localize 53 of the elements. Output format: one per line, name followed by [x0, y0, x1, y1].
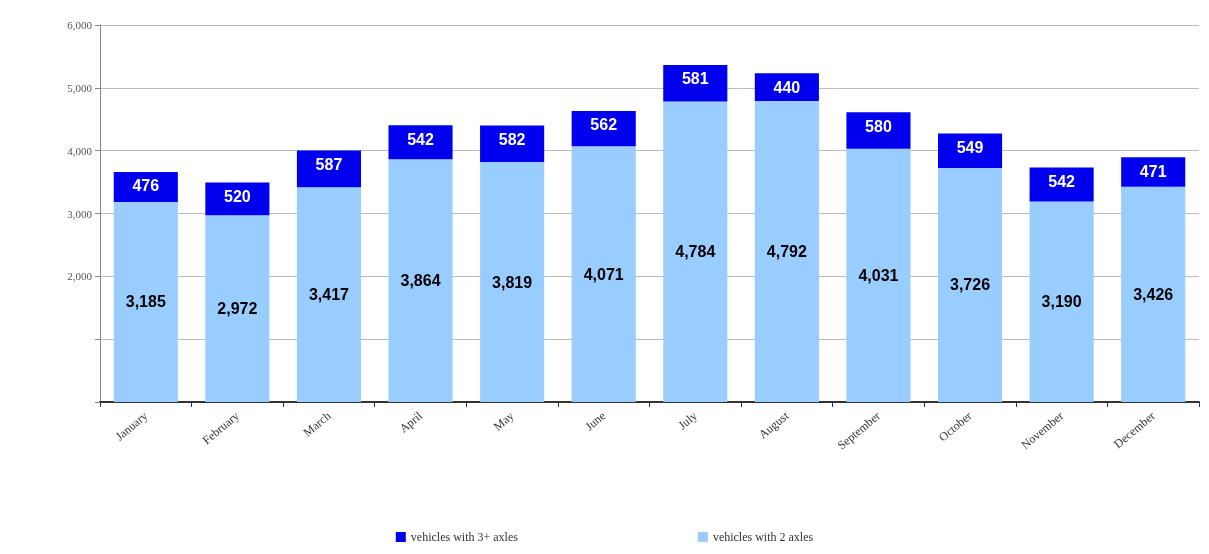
- y-tick-label: 2,000: [67, 270, 93, 283]
- data-label: 3,185: [125, 293, 166, 311]
- data-label: 3,426: [1133, 285, 1174, 303]
- bar: [1029, 167, 1094, 202]
- bar: [296, 150, 362, 188]
- x-tick-label: May: [490, 408, 517, 434]
- bar: [480, 125, 545, 163]
- legend-label: vehicles with 3+ axles: [410, 530, 519, 544]
- bar: [205, 215, 270, 402]
- data-label: 542: [1048, 173, 1076, 191]
- data-label: 542: [407, 130, 434, 148]
- data-label: 2,972: [217, 300, 258, 318]
- data-label: 562: [590, 116, 618, 134]
- data-label: 4,031: [858, 266, 899, 284]
- data-label: 4,071: [583, 265, 624, 283]
- x-tick-label: July: [675, 408, 700, 433]
- bar: [113, 201, 178, 402]
- data-label: 3,819: [492, 273, 533, 291]
- bar: [1029, 201, 1094, 402]
- y-tick-label: 5,000: [67, 81, 93, 94]
- bar: [1121, 186, 1186, 402]
- bar: [571, 146, 636, 402]
- data-label: 3,726: [950, 276, 991, 294]
- data-label: 520: [224, 188, 251, 206]
- data-label: 582: [498, 130, 526, 148]
- bar: [937, 167, 1003, 402]
- bar: [846, 112, 911, 149]
- data-label: 471: [1139, 162, 1167, 180]
- bar: [480, 162, 545, 402]
- bar: [296, 187, 362, 402]
- y-tick-label: 6,000: [67, 19, 93, 31]
- data-label: 4,784: [675, 243, 716, 261]
- x-tick-label: June: [582, 408, 609, 434]
- bar: [754, 100, 819, 402]
- data-label: 587: [315, 155, 343, 173]
- bar: [846, 148, 911, 402]
- bar: [937, 133, 1003, 168]
- data-label: 440: [773, 78, 801, 96]
- bar: [663, 101, 728, 402]
- bar: [1121, 157, 1186, 187]
- data-label: 581: [681, 70, 709, 88]
- data-label: 4,792: [766, 242, 807, 260]
- y-tick-label: 3,000: [67, 207, 93, 220]
- data-label: 476: [132, 177, 160, 195]
- data-label: 3,864: [400, 272, 441, 290]
- legend-label: vehicles with 2 axles: [712, 530, 814, 544]
- y-tick-label: 4,000: [67, 144, 93, 157]
- data-label: 549: [956, 138, 984, 156]
- data-label: 580: [865, 117, 892, 135]
- bar: [388, 159, 453, 402]
- bar: [388, 125, 453, 160]
- data-label: 3,190: [1041, 293, 1082, 311]
- data-label: 3,417: [308, 286, 350, 304]
